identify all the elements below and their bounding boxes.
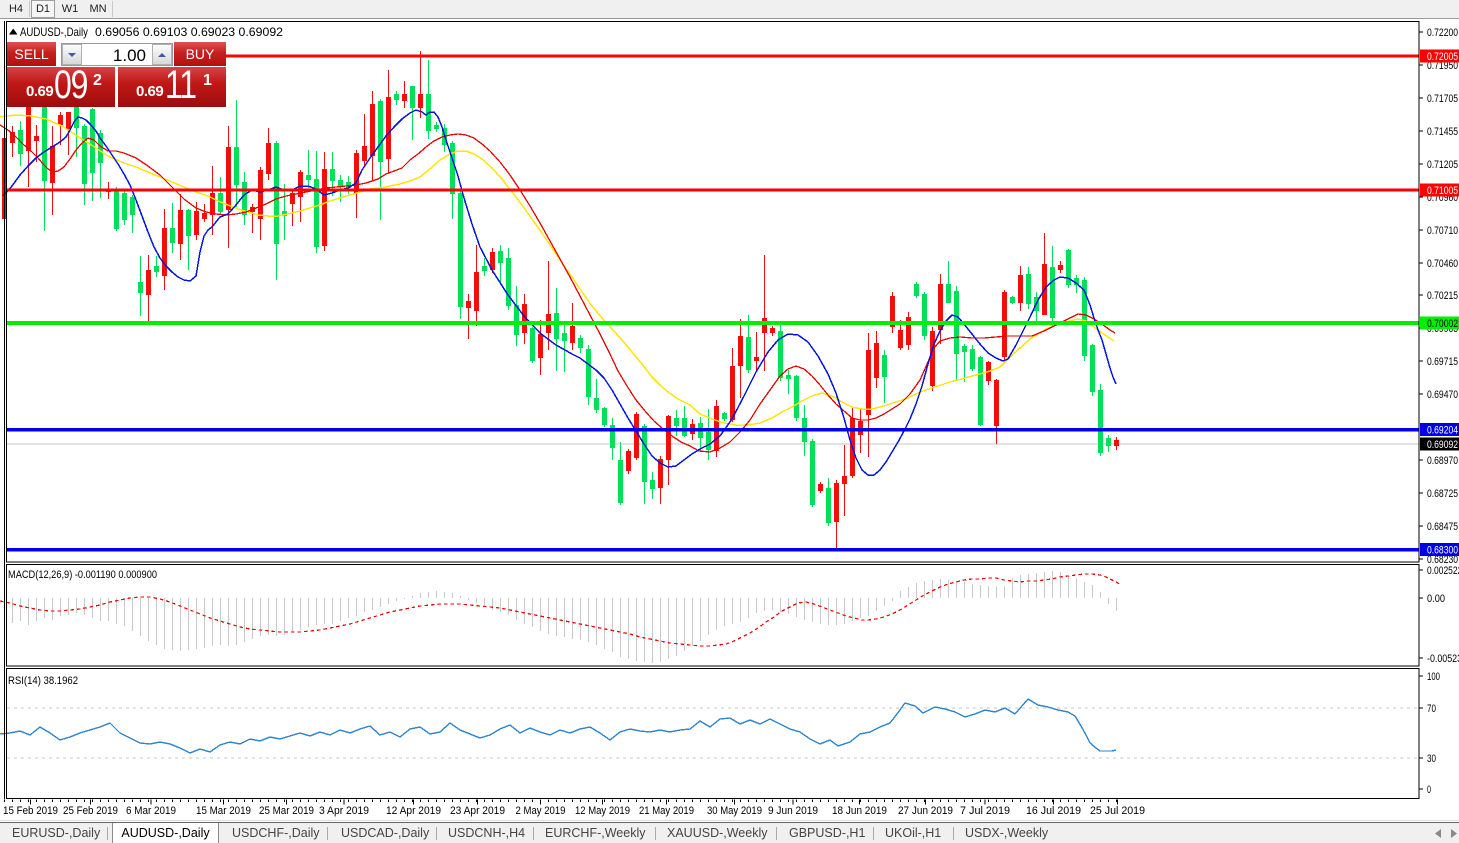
svg-text:0.71205: 0.71205 bbox=[1427, 159, 1458, 171]
svg-text:RSI(14) 38.1962: RSI(14) 38.1962 bbox=[8, 675, 78, 687]
svg-text:0.68475: 0.68475 bbox=[1427, 521, 1458, 533]
svg-text:0.71705: 0.71705 bbox=[1427, 93, 1458, 105]
svg-text:0.68725: 0.68725 bbox=[1427, 488, 1458, 500]
svg-text:7 Jul 2019: 7 Jul 2019 bbox=[960, 805, 1010, 817]
svg-text:70: 70 bbox=[1427, 703, 1436, 715]
svg-text:0.71005: 0.71005 bbox=[1427, 185, 1458, 197]
svg-text:MACD(12,26,9) -0.001190 0.0009: MACD(12,26,9) -0.001190 0.000900 bbox=[8, 569, 157, 581]
svg-text:0.70710: 0.70710 bbox=[1427, 225, 1458, 237]
svg-text:0.69056 0.69103 0.69023 0.6909: 0.69056 0.69103 0.69023 0.69092 bbox=[95, 25, 283, 39]
svg-text:0.68300: 0.68300 bbox=[1427, 545, 1458, 557]
svg-text:0.68230: 0.68230 bbox=[1427, 554, 1458, 566]
svg-text:23 Apr 2019: 23 Apr 2019 bbox=[450, 805, 505, 817]
svg-text:0.70215: 0.70215 bbox=[1427, 290, 1458, 302]
svg-text:30: 30 bbox=[1427, 753, 1436, 765]
svg-text:18 Jun 2019: 18 Jun 2019 bbox=[832, 805, 887, 817]
svg-text:0.71455: 0.71455 bbox=[1427, 126, 1458, 138]
svg-text:21 May 2019: 21 May 2019 bbox=[639, 805, 694, 817]
svg-text:0.70460: 0.70460 bbox=[1427, 258, 1458, 270]
svg-text:0.00: 0.00 bbox=[1427, 593, 1445, 605]
svg-text:25 Mar 2019: 25 Mar 2019 bbox=[259, 805, 314, 817]
svg-text:0.68970: 0.68970 bbox=[1427, 455, 1458, 467]
svg-text:25 Jul 2019: 25 Jul 2019 bbox=[1090, 805, 1145, 817]
svg-text:25 Feb 2019: 25 Feb 2019 bbox=[63, 805, 118, 817]
svg-text:2 May 2019: 2 May 2019 bbox=[516, 805, 566, 817]
svg-text:27 Jun 2019: 27 Jun 2019 bbox=[898, 805, 953, 817]
svg-text:6 Mar 2019: 6 Mar 2019 bbox=[126, 805, 176, 817]
svg-text:AUDUSD-,Daily: AUDUSD-,Daily bbox=[20, 25, 88, 39]
svg-text:0.72200: 0.72200 bbox=[1427, 27, 1458, 39]
svg-text:0.71950: 0.71950 bbox=[1427, 60, 1458, 72]
svg-text:0.69204: 0.69204 bbox=[1427, 425, 1458, 437]
svg-text:15 Mar 2019: 15 Mar 2019 bbox=[196, 805, 251, 817]
svg-text:12 Apr 2019: 12 Apr 2019 bbox=[386, 805, 441, 817]
svg-text:16 Jul 2019: 16 Jul 2019 bbox=[1026, 805, 1081, 817]
svg-text:12 May 2019: 12 May 2019 bbox=[575, 805, 630, 817]
svg-text:15 Feb 2019: 15 Feb 2019 bbox=[3, 805, 58, 817]
svg-text:0.69470: 0.69470 bbox=[1427, 389, 1458, 401]
svg-text:100: 100 bbox=[1427, 671, 1440, 683]
svg-text:0: 0 bbox=[1427, 784, 1431, 796]
svg-text:0.69092: 0.69092 bbox=[1427, 439, 1458, 451]
svg-text:0.72005: 0.72005 bbox=[1427, 51, 1458, 63]
svg-text:3 Apr 2019: 3 Apr 2019 bbox=[319, 805, 369, 817]
svg-text:9 Jun 2019: 9 Jun 2019 bbox=[768, 805, 818, 817]
svg-text:0.70002: 0.70002 bbox=[1427, 318, 1458, 330]
svg-text:30 May 2019: 30 May 2019 bbox=[707, 805, 762, 817]
svg-text:0.69715: 0.69715 bbox=[1427, 356, 1458, 368]
svg-text:0.0025225: 0.0025225 bbox=[1427, 565, 1459, 577]
svg-text:-0.005230: -0.005230 bbox=[1427, 653, 1459, 665]
